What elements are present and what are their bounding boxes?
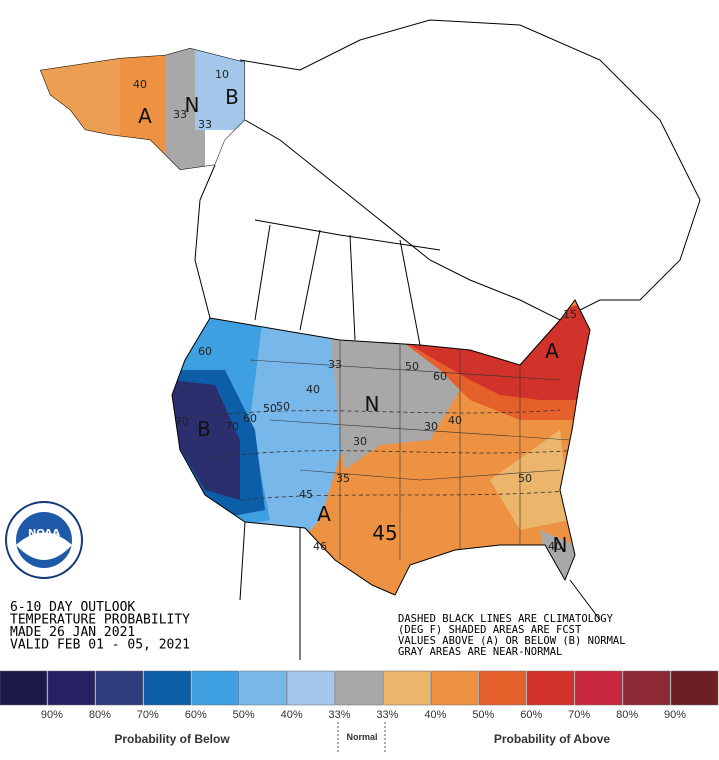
contour-label: 40 (133, 78, 147, 91)
legend-swatch (479, 670, 527, 706)
noaa-logo: NOAA (5, 501, 83, 579)
contour-label: 70 (175, 415, 189, 428)
contour-label: 60 (198, 345, 212, 358)
conus-shading (172, 300, 590, 595)
contour-label: 60 (433, 370, 447, 383)
legend-swatch (622, 670, 671, 706)
contour-label: 50 (405, 360, 419, 373)
header-line: TEMPERATURE PROBABILITY (10, 613, 190, 628)
above-caption: Probability of Above (494, 732, 611, 746)
header-line: MADE 26 JAN 2021 (10, 625, 135, 640)
legend-swatch (95, 670, 144, 706)
legend-swatch (47, 670, 96, 706)
legend-label: 50% (472, 709, 494, 721)
contour-label: 60 (243, 412, 257, 425)
legend-swatch (143, 670, 191, 706)
contour-label: 33 (173, 108, 187, 121)
normal-caption: Normal (346, 732, 377, 742)
legend-label: 90% (664, 709, 686, 721)
contour-label: 30 (424, 420, 438, 433)
legend-label: 80% (89, 709, 111, 721)
legend-label: 33% (376, 709, 398, 721)
region-letter: B (225, 85, 239, 109)
header-line: VALID FEB 01 - 05, 2021 (10, 638, 190, 653)
contour-label: 40 (448, 414, 462, 427)
legend-label: 80% (616, 709, 638, 721)
contour-label: 40 (548, 540, 562, 553)
contour-label: 70 (225, 420, 239, 433)
legend-label: 70% (137, 709, 159, 721)
region-letter: N (553, 533, 568, 557)
legend-swatch (431, 670, 479, 706)
contour-label: 33 (328, 358, 342, 371)
logo-text: NOAA (28, 528, 60, 539)
below-caption: Probability of Below (114, 732, 230, 746)
legend-label: 90% (41, 709, 63, 721)
header-line: 6-10 DAY OUTLOOK (10, 600, 135, 615)
region-letter: A (545, 339, 559, 363)
legend-label: 50% (233, 709, 255, 721)
legend-swatch (670, 670, 719, 706)
legend-label: 70% (568, 709, 590, 721)
contour-label: 46 (313, 540, 327, 553)
land-outline (194, 19, 701, 660)
legend-swatch (574, 670, 623, 706)
conus-outline (171, 299, 591, 596)
region-letter: A (317, 502, 331, 526)
contour-label: 40 (306, 383, 320, 396)
legend-swatch (383, 670, 431, 706)
legend-swatch (191, 670, 239, 706)
contour-label: 35 (336, 472, 350, 485)
region-letter: B (197, 417, 211, 441)
legend-swatch (287, 670, 335, 706)
legend-label: 33% (329, 709, 351, 721)
contour-label: 50 (518, 472, 532, 485)
contour-label: 10 (215, 68, 229, 81)
legend-label: 40% (424, 709, 446, 721)
legend-swatch (335, 670, 383, 706)
region-letter: N (365, 392, 380, 416)
legend-label: 60% (185, 709, 207, 721)
note-line: DASHED BLACK LINES ARE CLIMATOLOGY (398, 613, 614, 625)
note-line: (DEG F) SHADED AREAS ARE FCST (398, 624, 582, 636)
contour-label: 30 (353, 435, 367, 448)
contour-label: 15 (563, 308, 577, 321)
contour-label: 45 (299, 488, 313, 501)
legend-swatch (527, 670, 575, 706)
note-line: VALUES ABOVE (A) OR BELOW (B) NORMAL (398, 635, 626, 647)
region-letter: N (185, 93, 200, 117)
region-letter: 45 (372, 521, 397, 545)
contour-label: 33 (198, 118, 212, 131)
legend-label: 40% (281, 709, 303, 721)
contour-label: 50 (263, 402, 277, 415)
contour-label: 50 (276, 400, 290, 413)
note-line: GRAY AREAS ARE NEAR-NORMAL (398, 646, 562, 658)
legend-swatch (239, 670, 287, 706)
region-letter: A (138, 104, 152, 128)
legend-swatch (0, 670, 48, 706)
legend-label: 60% (520, 709, 542, 721)
